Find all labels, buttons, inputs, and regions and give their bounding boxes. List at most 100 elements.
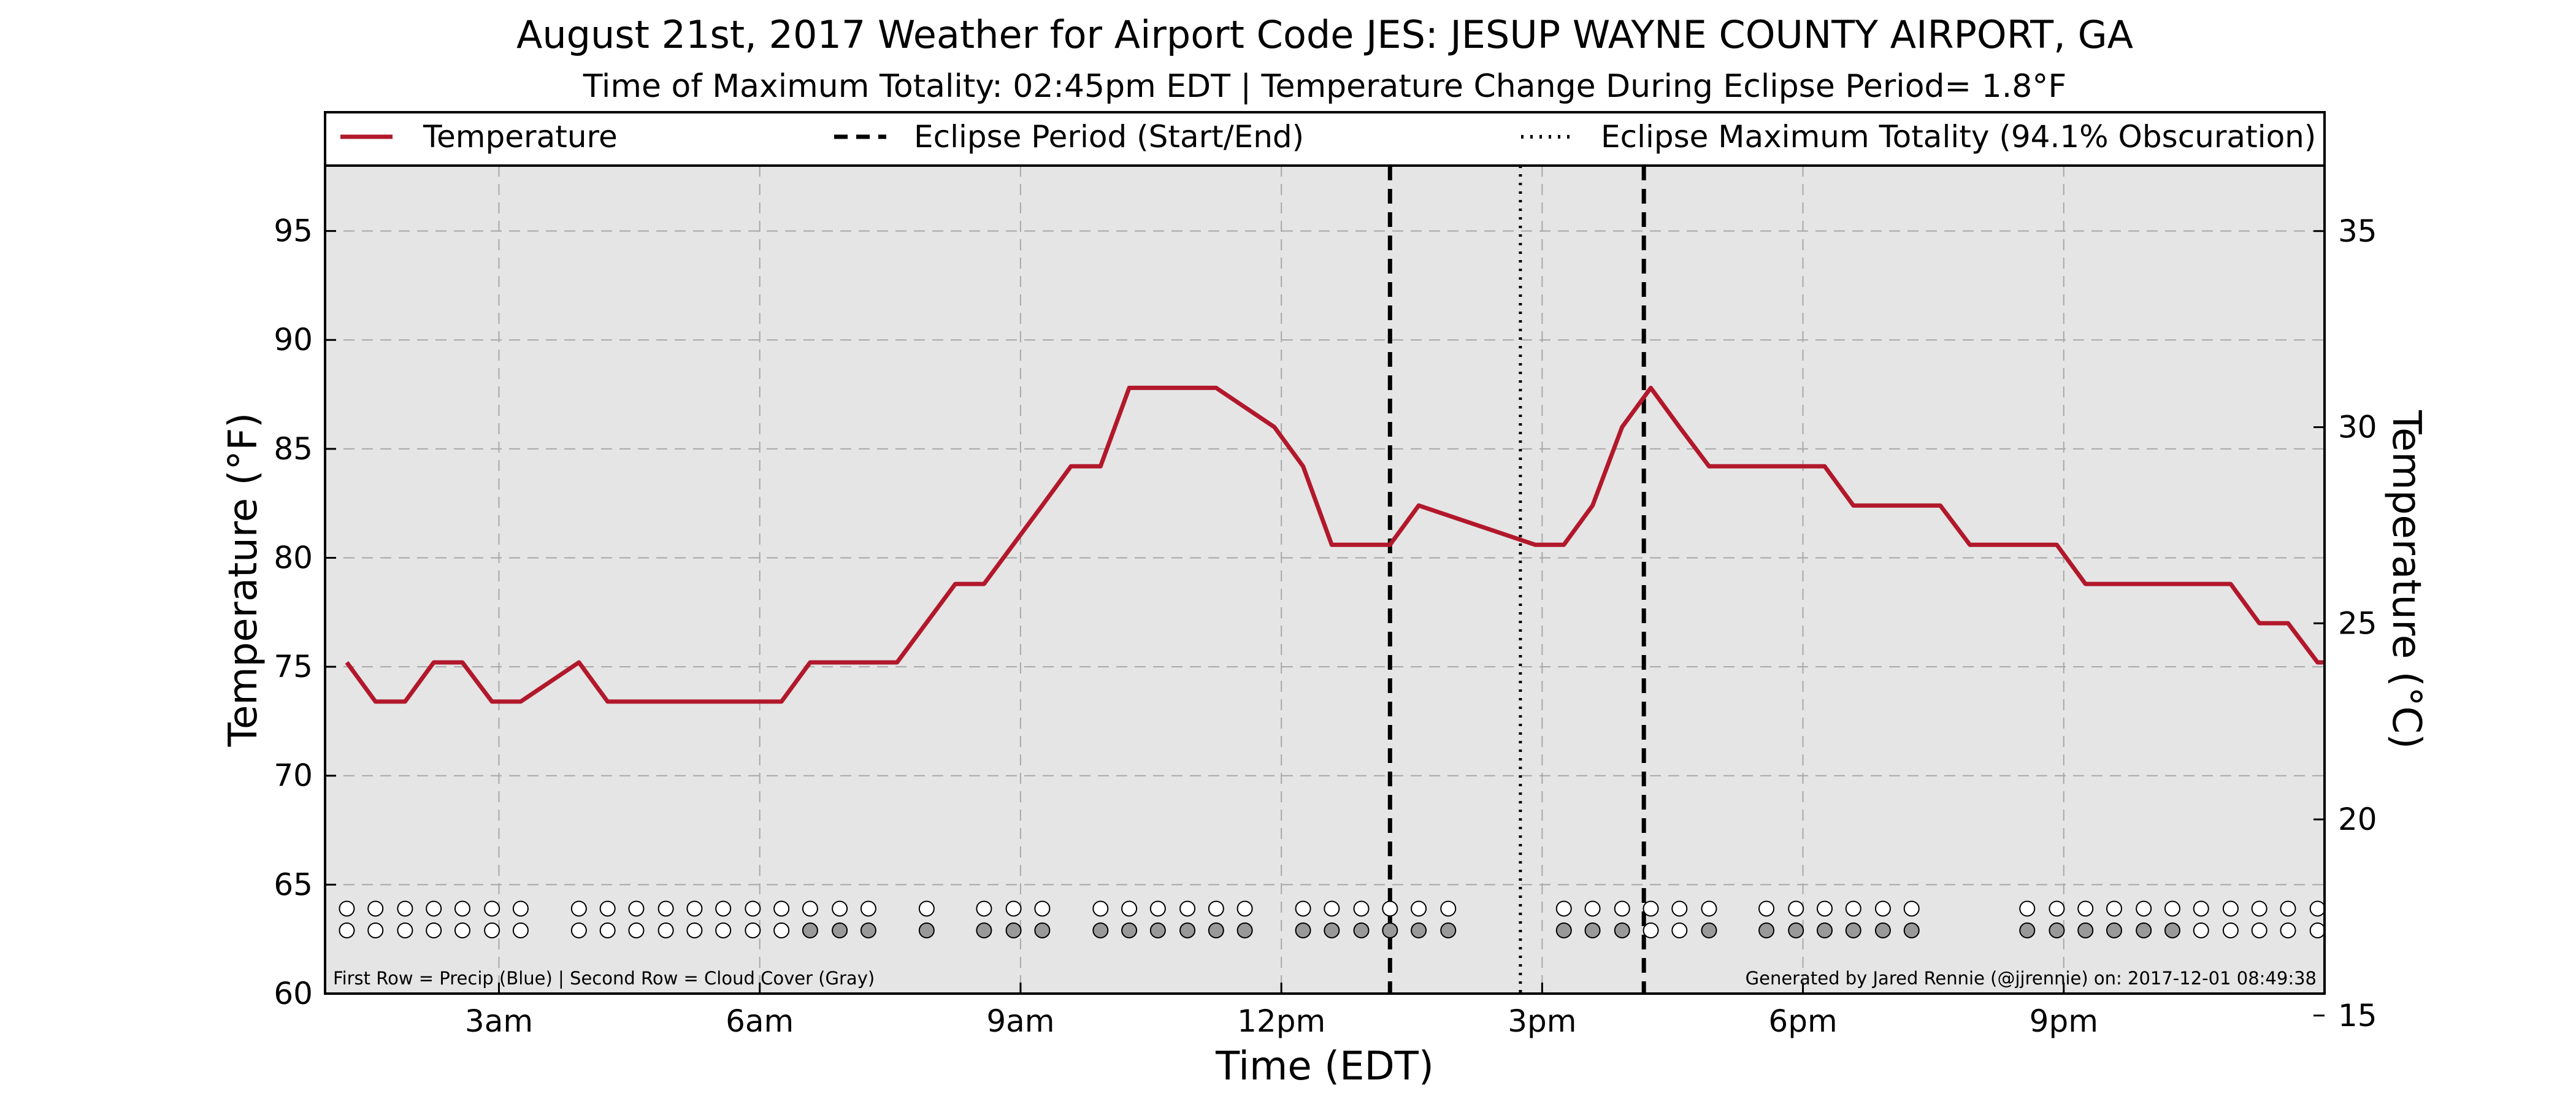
precip-dot: [2106, 900, 2122, 917]
cloud-cover-dot: [2193, 922, 2209, 938]
precip-dot: [860, 900, 876, 917]
y-tick-label: 65: [274, 867, 313, 902]
precip-dot: [1092, 900, 1109, 917]
precip-dot: [1149, 900, 1166, 917]
cloud-cover-dot: [1788, 922, 1804, 938]
precip-dot: [715, 900, 732, 917]
precip-dot: [1324, 900, 1340, 917]
y-right-ticks: 15 20 25 30 35: [2313, 213, 2377, 1033]
precip-dot: [1034, 900, 1051, 917]
precip-dot: [1584, 900, 1601, 917]
observation-dots: [339, 900, 2326, 938]
x-ticks: 3am 6am 9am 12pm 3pm 6pm 9pm: [465, 983, 2098, 1039]
legend-eclipse-max-label: Eclipse Maximum Totality (94.1% Obscurat…: [1601, 119, 2316, 155]
precip-dot: [2136, 900, 2152, 917]
precip-dot: [570, 900, 587, 917]
precip-dot: [339, 900, 355, 917]
cloud-cover-dot: [686, 922, 703, 938]
cloud-cover-dot: [1758, 922, 1775, 938]
footnote-right: Generated by Jared Rennie (@jjrennie) on…: [1746, 968, 2317, 989]
precip-dot: [1411, 900, 1427, 917]
precip-dot: [2222, 900, 2239, 917]
y-right-tick-label: 15: [2338, 998, 2377, 1033]
y-tick-label: 95: [274, 213, 313, 249]
y-right-tick-label: 30: [2338, 410, 2377, 445]
cloud-cover-dot: [976, 922, 992, 938]
precip-dot: [484, 900, 500, 917]
cloud-cover-dot: [1179, 922, 1196, 938]
precip-dot: [773, 900, 790, 917]
precip-dot: [397, 900, 413, 917]
y-tick-label: 75: [274, 649, 313, 684]
precip-dot: [1555, 900, 1572, 917]
cloud-cover-dot: [1817, 922, 1833, 938]
cloud-cover-dot: [1845, 922, 1861, 938]
cloud-cover-dot: [339, 922, 355, 938]
precip-dot: [2049, 900, 2065, 917]
cloud-cover-dot: [1382, 922, 1398, 938]
precip-dot: [2164, 900, 2180, 917]
cloud-cover-dot: [1034, 922, 1051, 938]
precip-dot: [802, 900, 818, 917]
cloud-cover-dot: [2136, 922, 2152, 938]
cloud-cover-dot: [2077, 922, 2094, 938]
x-axis-label: Time (EDT): [1215, 1044, 1434, 1089]
precip-dot: [426, 900, 442, 917]
cloud-cover-dot: [426, 922, 442, 938]
cloud-cover-dot: [1236, 922, 1253, 938]
footnote-left: First Row = Precip (Blue) | Second Row =…: [333, 968, 875, 989]
grid-lines: [325, 166, 2325, 994]
precip-dot: [2077, 900, 2094, 917]
precip-dot: [1845, 900, 1861, 917]
cloud-cover-dot: [628, 922, 645, 938]
precip-dot: [745, 900, 761, 917]
cloud-cover-dot: [715, 922, 732, 938]
y-ticks: 60 65 70 75 80 85 90 95: [274, 213, 336, 1011]
cloud-cover-dot: [773, 922, 790, 938]
cloud-cover-dot: [1874, 922, 1891, 938]
precip-dot: [2309, 900, 2326, 917]
cloud-cover-dot: [2164, 922, 2180, 938]
cloud-cover-dot: [1701, 922, 1717, 938]
cloud-cover-dot: [802, 922, 818, 938]
x-tick-label: 3pm: [1508, 1003, 1576, 1039]
precip-dot: [976, 900, 992, 917]
precip-dot: [454, 900, 470, 917]
precip-dot: [1701, 900, 1717, 917]
cloud-cover-dot: [1092, 922, 1109, 938]
cloud-cover-dot: [512, 922, 529, 938]
legend-temperature-label: Temperature: [423, 119, 618, 155]
cloud-cover-dot: [1584, 922, 1601, 938]
cloud-cover-dot: [1005, 922, 1022, 938]
precip-dot: [628, 900, 645, 917]
cloud-cover-dot: [1121, 922, 1138, 938]
precip-dot: [1353, 900, 1370, 917]
cloud-cover-dot: [1208, 922, 1224, 938]
precip-dot: [1208, 900, 1224, 917]
chart-subtitle: Time of Maximum Totality: 02:45pm EDT | …: [583, 68, 2066, 105]
precip-dot: [1005, 900, 1022, 917]
cloud-cover-dot: [832, 922, 848, 938]
y-axis-label-right: Temperature (°C): [2383, 410, 2429, 749]
cloud-cover-dot: [918, 922, 935, 938]
y-right-tick-label: 35: [2338, 213, 2377, 249]
x-tick-label: 9pm: [2030, 1003, 2098, 1039]
cloud-cover-dot: [2309, 922, 2326, 938]
cloud-cover-dot: [745, 922, 761, 938]
x-tick-label: 12pm: [1237, 1003, 1325, 1039]
cloud-cover-dot: [1353, 922, 1370, 938]
precip-dot: [2019, 900, 2036, 917]
x-tick-label: 3am: [465, 1003, 533, 1039]
temperature-line: [345, 385, 2325, 704]
cloud-cover-dot: [1614, 922, 1630, 938]
y-tick-label: 85: [274, 431, 313, 467]
precip-dot: [832, 900, 848, 917]
precip-dot: [2280, 900, 2296, 917]
cloud-cover-dot: [1149, 922, 1166, 938]
y-tick-label: 60: [274, 976, 313, 1011]
precip-dot: [1874, 900, 1891, 917]
cloud-cover-dot: [657, 922, 674, 938]
precip-dot: [1440, 900, 1457, 917]
cloud-cover-dot: [484, 922, 500, 938]
